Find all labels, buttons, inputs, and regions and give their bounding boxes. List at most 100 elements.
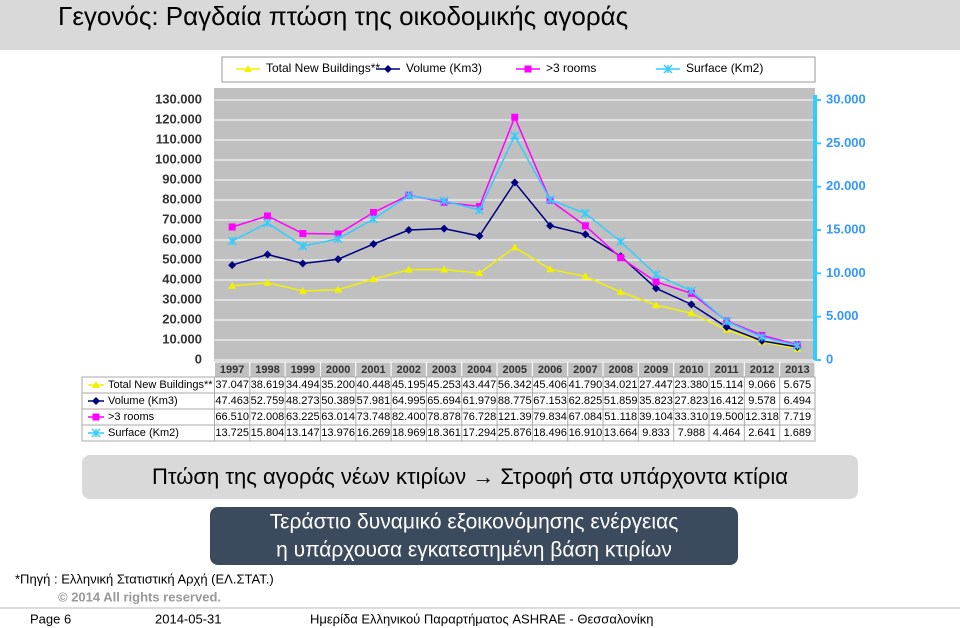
highlight-line: η υπάρχουσα εγκατεστημένη βάση κτιρίων [276, 539, 672, 562]
marker [404, 226, 413, 235]
table-cell: 17.294 [463, 427, 497, 439]
table-cell: 76.728 [463, 411, 497, 423]
y-tick-label: 60.000 [162, 231, 202, 246]
table-series-label: Total New Buildings** [108, 379, 213, 391]
marker [369, 209, 377, 217]
legend-box [221, 56, 816, 83]
marker [651, 270, 661, 280]
y-tick-label: 50.000 [162, 251, 202, 266]
marker [687, 300, 696, 309]
y2-tick-label: 25.000 [826, 135, 866, 150]
marker [263, 278, 272, 286]
marker [228, 281, 237, 289]
marker [510, 178, 519, 187]
table-cell: 9.833 [642, 427, 670, 439]
marker [369, 240, 378, 249]
table-cell: 27.823 [675, 395, 709, 407]
marker [263, 250, 272, 259]
marker [440, 265, 449, 273]
table-cell: 1.689 [784, 427, 812, 439]
x-tick-label: 2008 [608, 364, 632, 376]
source-note: *Πηγή : Ελληνική Στατιστική Αρχή (ΕΛ.ΣΤΑ… [15, 571, 274, 586]
marker [545, 195, 555, 205]
table-cell: 34.494 [286, 379, 320, 391]
marker [440, 224, 449, 233]
headline: Πτώση της αγοράς νέων κτιρίων → Στροφή σ… [152, 464, 788, 489]
marker [652, 284, 661, 293]
x-tick-label: 1997 [220, 364, 244, 376]
table-cell: 67.153 [533, 395, 567, 407]
table-cell: 88.775 [498, 395, 532, 407]
highlight-line: Τεράστιο δυναμικό εξοικονόμησης ενέργεια… [270, 511, 679, 534]
y-tick-label: 40.000 [162, 271, 202, 286]
y-tick-label: 110.000 [156, 131, 202, 146]
table-cell: 34.021 [604, 379, 638, 391]
marker [652, 278, 660, 286]
marker [792, 340, 802, 350]
table-cell: 45.253 [427, 379, 461, 391]
marker [91, 428, 101, 438]
y-tick-label: 70.000 [162, 211, 202, 226]
marker [298, 259, 307, 268]
marker [580, 208, 590, 218]
y-tick-label: 100.000 [155, 151, 202, 166]
marker [616, 287, 625, 295]
copyright: © 2014 All rights reserved. [58, 589, 221, 604]
marker [663, 64, 673, 74]
table-cell: 63.225 [286, 411, 320, 423]
marker [334, 255, 343, 264]
table-series-label: >3 rooms [108, 411, 155, 423]
table-cell: 19.500 [710, 411, 744, 423]
table-cell: 13.976 [321, 427, 355, 439]
marker [334, 230, 342, 238]
marker [299, 230, 307, 238]
marker [439, 196, 449, 206]
legend-label: Surface (Km2) [686, 61, 763, 75]
y-tick-label: 130.000 [155, 91, 202, 106]
x-tick-label: 2006 [538, 364, 562, 376]
table-cell: 37.047 [215, 379, 249, 391]
table-cell: 27.447 [639, 379, 673, 391]
table-cell: 73.748 [357, 411, 391, 423]
table-series-label: Volume (Km3) [108, 395, 178, 407]
marker [298, 287, 307, 295]
table-cell: 9.578 [748, 395, 776, 407]
marker [546, 221, 555, 230]
table-cell: 57.981 [357, 395, 391, 407]
y2-tick-label: 10.000 [826, 265, 866, 280]
slide-title: Γεγονός: Ραγδαία πτώση της οικοδομικής α… [58, 1, 628, 31]
table-cell: 78.878 [427, 411, 461, 423]
x-tick-label: 2000 [326, 364, 350, 376]
footer-page: Page 6 [30, 611, 71, 626]
marker [510, 131, 520, 141]
footer-event: Ημερίδα Ελληνικού Παραρτήματος ASHRAE - … [310, 611, 654, 626]
table-cell: 13.147 [286, 427, 320, 439]
x-tick-label: 2010 [679, 364, 703, 376]
marker [369, 275, 378, 283]
marker [581, 272, 590, 280]
marker [262, 218, 273, 228]
table-cell: 13.664 [604, 427, 638, 439]
table-cell: 47.463 [215, 395, 249, 407]
table-cell: 7.988 [678, 427, 706, 439]
marker [228, 223, 236, 231]
table-cell: 18.361 [427, 427, 461, 439]
table-cell: 9.066 [748, 379, 776, 391]
x-tick-label: 2011 [715, 364, 739, 376]
y-tick-label: 30.000 [162, 291, 202, 306]
y-tick-label: 20.000 [162, 311, 202, 326]
marker [298, 241, 308, 251]
y2-tick-label: 0 [826, 351, 833, 366]
table-cell: 18.496 [533, 427, 567, 439]
table-cell: 79.834 [533, 411, 567, 423]
table-cell: 63.014 [321, 411, 355, 423]
table-cell: 2.641 [748, 427, 776, 439]
table-cell: 61.979 [463, 395, 497, 407]
headline-box [82, 455, 858, 499]
table-series-label: Surface (Km2) [108, 427, 179, 439]
y2-tick-label: 30.000 [826, 91, 866, 106]
table-cell: 64.995 [392, 395, 426, 407]
marker [546, 265, 555, 273]
table-cell: 39.104 [639, 411, 673, 423]
table-cell: 65.694 [427, 395, 461, 407]
